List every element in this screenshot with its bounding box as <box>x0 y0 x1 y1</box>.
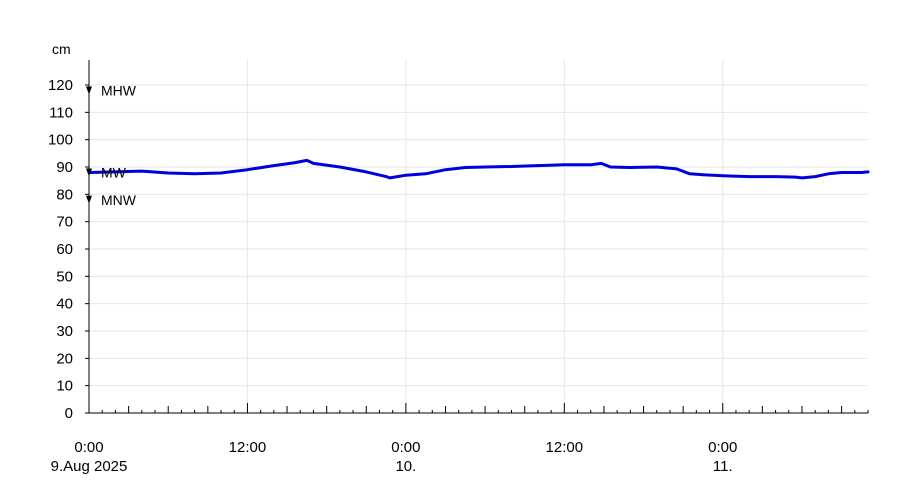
reference-levels: MHW MW MNW <box>86 82 137 208</box>
series-line <box>87 158 870 180</box>
reference-level-label: MHW <box>101 82 137 98</box>
y-tick-label: 30 <box>56 323 73 340</box>
y-tick-label: 90 <box>56 159 73 176</box>
x-tick-date-label: 11. <box>713 458 733 475</box>
y-tick-label: 120 <box>48 77 73 94</box>
y-tick-label: 40 <box>56 296 73 313</box>
y-tick-label: 20 <box>56 350 73 367</box>
reference-level-marker <box>86 195 92 204</box>
y-tick-label: 50 <box>56 268 73 285</box>
x-tick-label: 0:00 <box>74 439 103 456</box>
y-tick-label: 100 <box>48 132 73 149</box>
reference-level-marker <box>86 86 92 95</box>
y-tick-label: 70 <box>56 214 73 231</box>
x-tick-label: 0:00 <box>708 439 737 456</box>
x-tick-label: 12:00 <box>546 439 584 456</box>
reference-level-label: MNW <box>101 192 137 208</box>
y-tick-label: 80 <box>56 186 73 203</box>
x-tick-label: 0:00 <box>391 439 420 456</box>
axes <box>88 60 868 414</box>
x-tick-labels: 0:00 9.Aug 2025 12:00 0:00 10. 12:00 0:00 11. <box>51 439 738 475</box>
y-tick-labels: 0 10 20 30 40 50 60 70 80 90 100 110 120 <box>48 77 89 422</box>
x-tick-date-label: 9.Aug 2025 <box>51 458 128 475</box>
reference-level-marker <box>86 168 92 177</box>
x-tick-label: 12:00 <box>229 439 267 456</box>
y-tick-label: 0 <box>65 405 73 422</box>
series <box>87 158 870 180</box>
x-tick-date-label: 10. <box>395 458 416 475</box>
x-minor-ticks <box>88 403 869 413</box>
y-tick-label: 110 <box>49 104 73 121</box>
y-tick-label: 10 <box>56 378 73 395</box>
reference-level-label: MW <box>101 164 127 180</box>
y-tick-label: 60 <box>56 241 73 258</box>
grid <box>89 60 868 413</box>
y-axis-unit-label: cm <box>52 41 71 57</box>
